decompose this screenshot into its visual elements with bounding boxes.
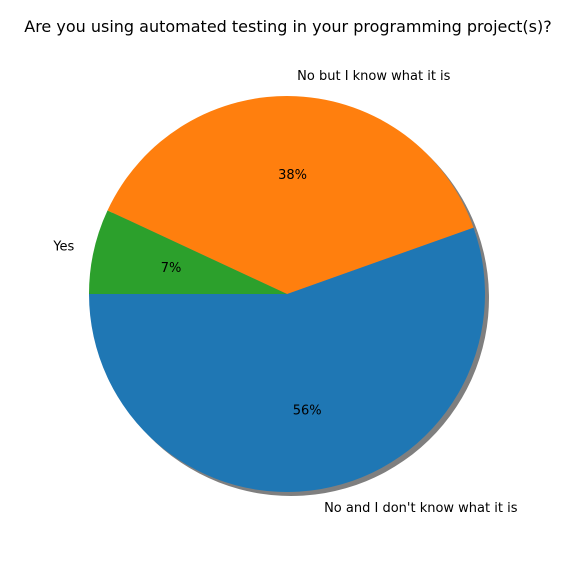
pie-slice-no-but-i-know-what-it-is — [107, 95, 474, 294]
slice-label-no-but-i-know-what-it-is: No but I know what it is — [297, 69, 451, 84]
slice-percent-no-and-i-don-t-know-what-it-is: 56% — [293, 404, 322, 419]
chart-title: Are you using automated testing in your … — [24, 17, 552, 36]
pie-slice-no-and-i-don-t-know-what-it-is — [89, 227, 485, 492]
slice-percent-no-but-i-know-what-it-is: 38% — [278, 168, 307, 183]
pie-slices — [89, 95, 485, 492]
slice-percent-yes: 7% — [161, 261, 182, 276]
pie-labels: No and I don't know what it is 56% No but … — [52, 69, 517, 516]
pie-slice-yes — [89, 210, 287, 294]
slice-label-no-and-i-don-t-know-what-it-is: No and I don't know what it is — [324, 501, 518, 516]
slice-label-yes: Yes — [52, 239, 74, 254]
